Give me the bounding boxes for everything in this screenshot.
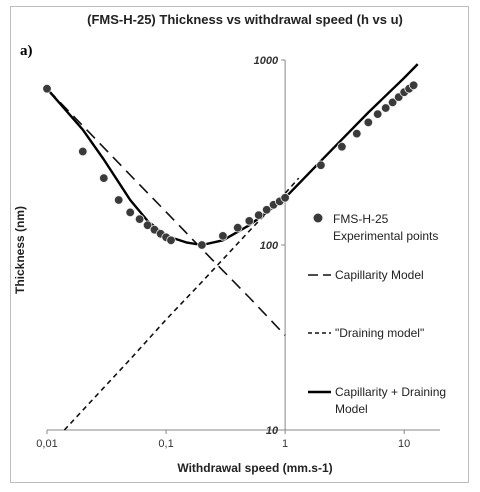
legend-marker-experimental [313, 213, 323, 223]
data-point [134, 214, 145, 224]
x-tick-label: 0,1 [158, 438, 173, 450]
data-point [373, 109, 383, 119]
x-tick-label: 0,01 [36, 438, 57, 450]
y-tick-label: 10 [266, 425, 279, 437]
series-line-combined-model [46, 63, 419, 247]
data-point [381, 103, 391, 113]
data-point [363, 117, 374, 128]
panel-label: a) [20, 43, 33, 59]
data-point [387, 97, 398, 108]
data-point [113, 195, 124, 205]
chart-frame [10, 6, 469, 483]
data-point [232, 222, 243, 233]
y-tick-label: 100 [260, 240, 279, 252]
data-point [408, 80, 419, 91]
data-point [254, 210, 264, 220]
legend: FMS-H-25 Experimental points Capillarity M… [308, 212, 446, 416]
legend-label-draining: "Draining model" [335, 326, 424, 340]
data-point [337, 141, 347, 152]
data-point [42, 83, 52, 94]
legend-label-capillarity: Capillarity Model [335, 268, 424, 282]
x-tick-label: 1 [282, 438, 288, 450]
x-axis-label: Withdrawal speed (mm.s-1) [177, 461, 332, 475]
y-tick-label: 1000 [254, 55, 279, 67]
data-point [218, 231, 228, 241]
x-tick-label: 10 [398, 438, 410, 450]
data-point [316, 160, 326, 170]
data-point [142, 220, 153, 230]
series-line-draining-model [63, 177, 300, 431]
series-line-capillarity-model [46, 88, 286, 336]
legend-label-experimental: FMS-H-25 Experimental points [333, 212, 438, 243]
legend-label-combined: Capillarity + Draining Model [335, 385, 446, 416]
data-point [197, 240, 207, 250]
data-point [352, 128, 362, 139]
y-axis-label: Thickness (nm) [13, 206, 27, 294]
chart-title: (FMS-H-25) Thickness vs withdrawal speed… [87, 12, 403, 27]
data-point [99, 173, 109, 183]
data-point [78, 146, 88, 157]
data-point [280, 193, 290, 203]
data-point [166, 235, 176, 246]
data-point [262, 205, 272, 215]
data-point [125, 207, 135, 218]
data-point [244, 216, 255, 226]
